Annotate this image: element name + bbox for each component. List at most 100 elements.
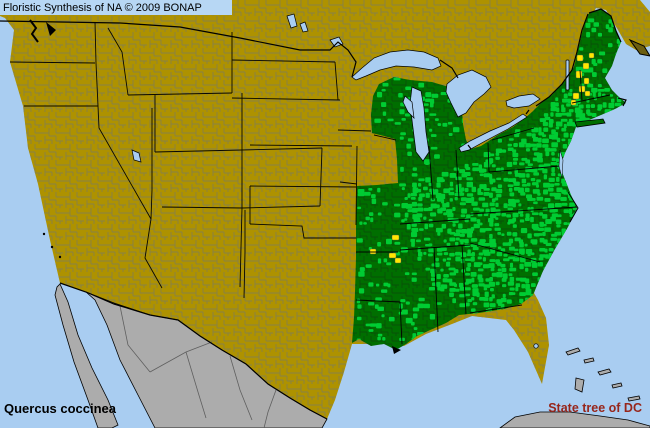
present-county — [442, 122, 448, 127]
present-county — [441, 179, 445, 182]
present-county — [536, 184, 540, 188]
cape-cod-hook — [617, 97, 627, 107]
present-county — [497, 246, 502, 250]
international-borders — [0, 8, 622, 420]
present-county — [436, 252, 443, 256]
present-county — [496, 167, 501, 172]
present-county — [471, 201, 478, 206]
present-county — [483, 243, 490, 247]
present-county — [530, 216, 534, 223]
present-county — [357, 192, 365, 197]
present-county — [544, 147, 551, 152]
present-county — [509, 287, 515, 291]
present-county — [512, 217, 517, 222]
present-county — [489, 178, 496, 183]
present-county — [483, 191, 490, 196]
present-county — [418, 178, 425, 182]
present-county — [591, 112, 597, 117]
present-county — [554, 192, 561, 198]
present-county — [599, 51, 606, 56]
channel-island — [50, 245, 54, 249]
present-county — [489, 213, 497, 219]
present-county — [555, 112, 562, 117]
present-county — [483, 173, 491, 178]
present-county — [425, 98, 431, 102]
present-county — [496, 262, 502, 266]
present-county — [368, 302, 375, 306]
present-county — [382, 111, 387, 116]
present-county — [356, 316, 362, 321]
present-county — [608, 27, 613, 33]
present-county — [536, 196, 544, 201]
present-county — [412, 167, 417, 171]
present-county — [478, 164, 483, 170]
present-county — [525, 249, 533, 254]
present-county — [495, 156, 500, 160]
present-county — [489, 181, 494, 185]
present-county — [539, 212, 544, 216]
andros-island — [574, 377, 585, 393]
present-county — [519, 263, 524, 270]
present-county — [435, 118, 439, 122]
bahama-island — [627, 395, 641, 402]
present-county — [428, 207, 433, 212]
present-county — [530, 283, 536, 287]
present-county — [549, 183, 555, 187]
present-county — [569, 202, 576, 208]
green-bay — [402, 95, 415, 119]
present-county — [507, 281, 515, 286]
present-county — [507, 203, 514, 207]
present-county — [501, 233, 505, 236]
present-county — [491, 198, 496, 203]
present-county — [394, 212, 401, 218]
present-county — [455, 176, 462, 181]
present-county — [578, 109, 583, 114]
present-county — [520, 227, 528, 234]
present-county — [412, 182, 417, 188]
present-county — [537, 192, 541, 196]
rare-county — [583, 77, 590, 85]
present-county — [465, 302, 470, 307]
lake-okeechobee — [533, 343, 539, 349]
present-county — [430, 134, 437, 137]
present-county — [407, 193, 411, 198]
present-county — [491, 164, 496, 168]
rare-county-markers — [369, 52, 595, 264]
present-county — [482, 202, 489, 208]
present-county — [430, 146, 438, 150]
present-county — [446, 261, 451, 267]
present-county — [440, 268, 444, 272]
present-county — [500, 263, 506, 268]
present-county — [526, 132, 532, 137]
present-county — [539, 248, 546, 252]
present-county — [399, 109, 405, 115]
baja-california — [54, 283, 119, 428]
present-county — [585, 104, 591, 109]
present-county — [425, 267, 431, 271]
present-county — [449, 288, 456, 292]
present-county — [359, 221, 363, 225]
present-county — [556, 187, 563, 193]
present-county — [525, 278, 530, 284]
rare-county — [575, 70, 583, 79]
present-county — [507, 171, 512, 175]
present-county — [464, 187, 469, 192]
present-county — [483, 212, 489, 217]
present-county — [479, 208, 485, 212]
present-county — [477, 191, 484, 195]
present-county — [495, 209, 501, 213]
present-county — [550, 101, 556, 108]
present-county — [551, 157, 556, 162]
present-county — [591, 87, 598, 93]
present-county — [543, 189, 549, 195]
present-county — [554, 214, 562, 218]
present-county — [560, 118, 568, 122]
present-county — [555, 102, 559, 107]
present-county — [483, 302, 490, 308]
present-county — [542, 138, 549, 144]
present-county — [508, 187, 513, 192]
present-county — [377, 306, 384, 311]
present-county — [519, 162, 525, 166]
present-county — [507, 184, 514, 188]
